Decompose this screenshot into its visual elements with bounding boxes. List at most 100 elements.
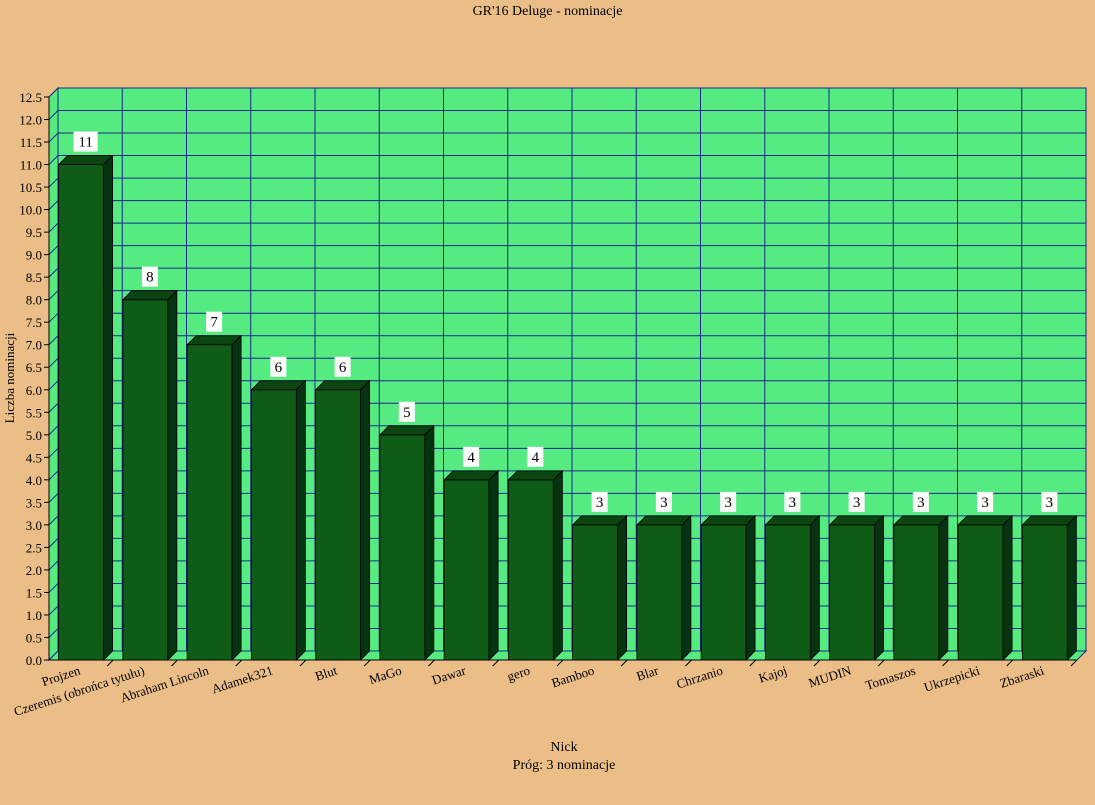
data-label-box xyxy=(720,491,737,512)
data-label-box xyxy=(463,446,480,467)
x-tick xyxy=(171,659,178,667)
y-tick-label: 9.0 xyxy=(26,248,42,263)
bar-top xyxy=(635,515,692,526)
gridline-h xyxy=(48,335,1086,346)
data-label-box xyxy=(655,491,672,512)
y-tick-label: 11.5 xyxy=(20,135,42,150)
data-label-box xyxy=(977,491,994,512)
data-label-box xyxy=(591,491,608,512)
y-tick-label: 10.5 xyxy=(19,180,42,195)
data-label-box xyxy=(73,131,98,152)
y-tick-label: 7.0 xyxy=(26,338,42,353)
bar xyxy=(700,514,757,661)
bar-side xyxy=(681,514,692,661)
bar-side xyxy=(745,514,756,661)
bar-front xyxy=(186,344,233,661)
x-tick-label: Blut xyxy=(313,662,339,683)
bar-top xyxy=(314,380,371,391)
bar-front xyxy=(1021,524,1068,661)
x-tick xyxy=(1070,659,1078,667)
x-tick xyxy=(235,659,243,667)
y-tick-label: 8.5 xyxy=(26,270,42,285)
data-label-box xyxy=(784,491,801,512)
bar xyxy=(443,469,500,661)
bar-side xyxy=(360,379,371,661)
bar-front xyxy=(122,299,169,661)
bar-front xyxy=(315,389,362,661)
data-label-box xyxy=(912,491,929,512)
y-tick-label: 3.5 xyxy=(26,495,42,510)
y-tick-label: 2.5 xyxy=(26,540,42,555)
bar-side xyxy=(617,514,628,661)
y-tick-label: 1.0 xyxy=(26,608,42,623)
x-tick-label: MaGo xyxy=(367,663,403,688)
x-axis-label: Nick xyxy=(550,740,578,755)
bar-top xyxy=(57,155,114,165)
x-tick-label: Ukrzepicki xyxy=(922,662,982,694)
bar xyxy=(892,514,949,661)
y-tick-label: 5.5 xyxy=(26,405,42,420)
x-tick-label: Dawar xyxy=(430,662,468,687)
y-tick-label: 4.5 xyxy=(26,450,42,465)
bar-front xyxy=(700,524,747,661)
y-tick-label: 3.0 xyxy=(26,518,42,533)
data-label: 7 xyxy=(210,315,218,331)
y-tick-label: 1.5 xyxy=(26,585,42,600)
bar-side xyxy=(1066,514,1077,661)
data-label: 3 xyxy=(789,495,797,511)
bar-front xyxy=(58,164,105,661)
gridline-h xyxy=(48,470,1086,481)
bar-front xyxy=(507,479,554,661)
x-tick-label: MUDIN xyxy=(807,662,854,690)
gridline-h xyxy=(48,447,1086,458)
bar xyxy=(57,154,114,661)
gridline-h xyxy=(48,245,1086,255)
x-tick-label: Adamek321 xyxy=(210,663,275,697)
bar-top xyxy=(764,515,821,526)
y-tick-label: 8.0 xyxy=(26,293,42,308)
y-tick-label: 7.5 xyxy=(26,315,42,330)
gridline-h xyxy=(48,132,1086,143)
x-tick xyxy=(749,659,757,667)
x-tick xyxy=(942,659,949,667)
gridline-h xyxy=(48,87,1086,98)
data-label: 11 xyxy=(78,135,92,151)
gridline-h xyxy=(48,290,1086,301)
data-label-box xyxy=(848,491,865,512)
bar xyxy=(378,424,435,661)
bar-top xyxy=(378,425,435,436)
bar xyxy=(250,379,307,661)
x-tick xyxy=(877,659,885,667)
y-tick-label: 11.0 xyxy=(20,158,42,173)
gridline-h xyxy=(48,222,1086,233)
data-label-box xyxy=(398,401,415,422)
data-label-box xyxy=(270,356,287,377)
bar xyxy=(957,514,1014,661)
x-tick xyxy=(106,659,114,667)
data-label: 6 xyxy=(275,360,283,376)
bar-top xyxy=(700,515,757,526)
bar-top xyxy=(186,335,243,346)
bar-side xyxy=(938,514,949,661)
x-tick xyxy=(620,659,628,667)
data-label-box xyxy=(141,266,158,287)
bar-top xyxy=(1021,515,1078,526)
x-tick xyxy=(363,659,371,667)
y-tick-label: 6.0 xyxy=(26,383,42,398)
bar-side xyxy=(488,469,499,661)
bar-side xyxy=(295,379,306,661)
data-label-box xyxy=(334,356,351,377)
data-label-box xyxy=(206,311,223,332)
bar-side xyxy=(103,154,114,661)
gridline-h xyxy=(48,110,1086,120)
bar-front xyxy=(764,524,811,661)
bar-top xyxy=(121,290,178,301)
bar xyxy=(828,514,885,661)
bar-top xyxy=(828,515,885,526)
bar-front xyxy=(893,524,940,661)
bar-side xyxy=(1002,514,1013,661)
data-label: 6 xyxy=(339,360,347,376)
chart-title: GR'16 Deluge - nominacje xyxy=(472,4,623,19)
x-tick xyxy=(1006,659,1014,667)
